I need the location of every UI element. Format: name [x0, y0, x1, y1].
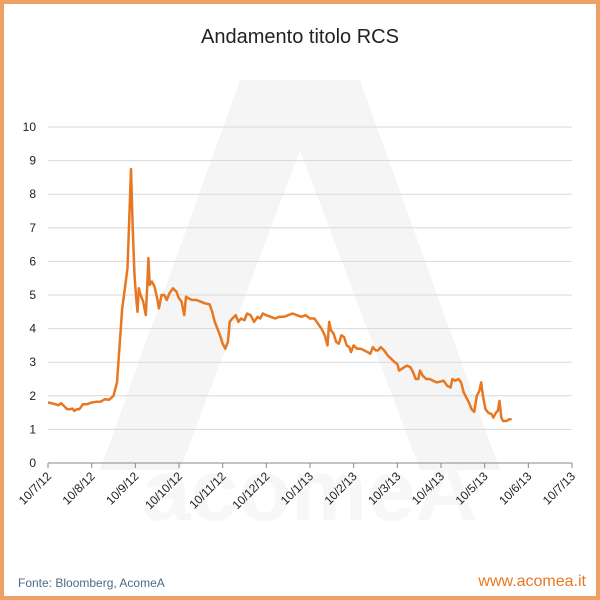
chart-title: Andamento titolo RCS — [201, 26, 399, 48]
y-tick-label: 2 — [29, 389, 36, 403]
x-tick-label: 10/1/13 — [278, 469, 316, 507]
x-tick-label: 10/7/13 — [540, 469, 578, 507]
x-tick-label: 10/5/13 — [453, 469, 491, 507]
x-tick-label: 10/7/12 — [16, 469, 54, 507]
y-tick-label: 5 — [29, 288, 36, 302]
x-tick-label: 10/9/12 — [103, 469, 141, 507]
y-tick-label: 1 — [29, 422, 36, 436]
y-tick-label: 7 — [29, 221, 36, 235]
y-tick-label: 0 — [29, 456, 36, 470]
y-tick-label: 8 — [29, 187, 36, 201]
x-tick-label: 10/12/12 — [230, 469, 273, 512]
x-tick-label: 10/4/13 — [409, 469, 447, 507]
y-tick-label: 9 — [29, 154, 36, 168]
source-note: Fonte: Bloomberg, AcomeA — [18, 576, 165, 590]
y-tick-label: 4 — [29, 322, 36, 336]
site-link[interactable]: www.acomea.it — [478, 573, 586, 590]
watermark-text: acomeA — [143, 443, 478, 539]
watermark-a-shape — [100, 80, 500, 470]
x-tick-label: 10/3/13 — [365, 469, 403, 507]
y-tick-label: 6 — [29, 254, 36, 268]
y-tick-label: 3 — [29, 355, 36, 369]
x-tick-label: 10/8/12 — [60, 469, 98, 507]
x-tick-label: 10/11/12 — [186, 469, 229, 512]
x-tick-label: 10/10/12 — [142, 469, 185, 512]
x-tick-label: 10/2/13 — [322, 469, 360, 507]
y-tick-label: 10 — [23, 120, 37, 134]
x-tick-label: 10/6/13 — [496, 469, 534, 507]
series-line — [47, 167, 512, 423]
